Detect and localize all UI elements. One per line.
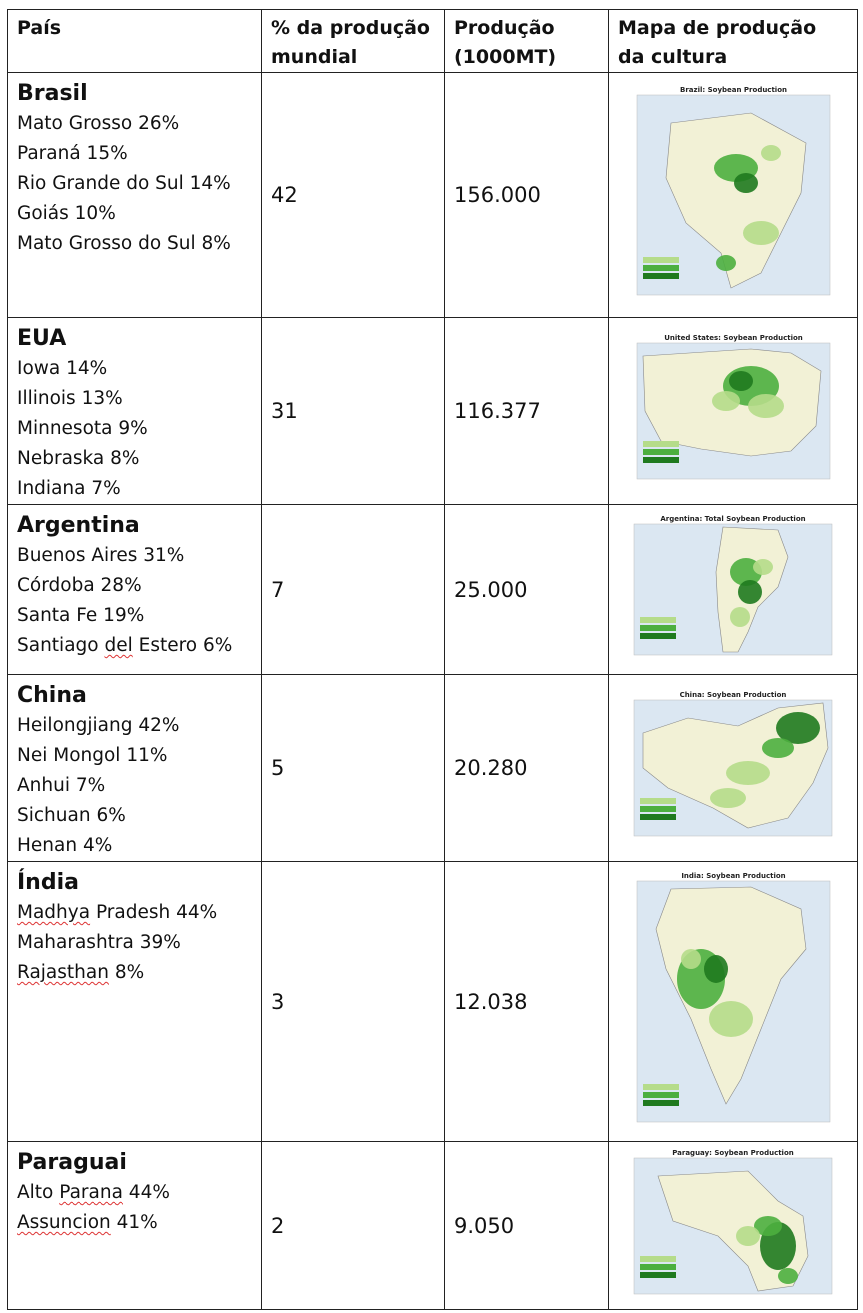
region-item: Rio Grande do Sul 14% xyxy=(17,173,231,194)
region-item: Mato Grosso do Sul 8% xyxy=(17,233,231,254)
region-item: Minnesota 9% xyxy=(17,418,148,439)
header-map: Mapa de produção da cultura xyxy=(608,9,858,73)
header-production: Produção (1000MT) xyxy=(444,9,609,73)
header-share: % da produção mundial xyxy=(261,9,445,73)
table-row: Brasil Mato Grosso 26% Paraná 15% Rio Grand… xyxy=(7,72,858,318)
production-cell: 156.000 xyxy=(444,72,609,318)
world-share-cell: 5 xyxy=(261,674,445,862)
region-item: Nei Mongol 11% xyxy=(17,745,168,766)
map-title: Argentina: Total Soybean Production xyxy=(660,515,805,523)
map-title: Paraguay: Soybean Production xyxy=(672,1149,794,1157)
country-cell: Paraguai Alto Parana 44% Assuncion 41% xyxy=(7,1141,262,1310)
table-row: Argentina Buenos Aires 31% Córdoba 28% Sant… xyxy=(7,504,858,675)
brazil-map: Brazil: Soybean Production xyxy=(608,72,858,318)
country-name: China xyxy=(17,683,87,708)
region-item: Sichuan 6% xyxy=(17,805,126,826)
paraguay-map: Paraguay: Soybean Production xyxy=(608,1141,858,1310)
table-row: Índia Madhya Pradesh 44% Maharashtra 39% Ra… xyxy=(7,861,858,1142)
soy-production-table: País % da produção mundial Produção (100… xyxy=(7,9,858,1310)
region-item: Indiana 7% xyxy=(17,478,121,499)
production-cell: 9.050 xyxy=(444,1141,609,1310)
table-row: EUA Iowa 14% Illinois 13% Minnesota 9% Nebra… xyxy=(7,317,858,505)
world-share-cell: 2 xyxy=(261,1141,445,1310)
country-cell: Índia Madhya Pradesh 44% Maharashtra 39% Ra… xyxy=(7,861,262,1142)
region-item: Santa Fe 19% xyxy=(17,605,145,626)
region-item: Buenos Aires 31% xyxy=(17,545,185,566)
map-title: India: Soybean Production xyxy=(681,872,785,880)
region-item: Anhui 7% xyxy=(17,775,106,796)
region-item: Maharashtra 39% xyxy=(17,932,181,953)
map-title: Brazil: Soybean Production xyxy=(679,86,786,94)
region-item: Alto Parana 44% xyxy=(17,1182,170,1203)
map-title: China: Soybean Production xyxy=(680,691,787,699)
argentina-map: Argentina: Total Soybean Production xyxy=(608,504,858,675)
country-name: Índia xyxy=(17,870,79,895)
region-item: Paraná 15% xyxy=(17,143,128,164)
production-cell: 20.280 xyxy=(444,674,609,862)
map-title: United States: Soybean Production xyxy=(664,334,803,342)
china-map: China: Soybean Production xyxy=(608,674,858,862)
table-row: China Heilongjiang 42% Nei Mongol 11% Anhui… xyxy=(7,674,858,862)
country-name: EUA xyxy=(17,326,67,351)
country-cell: EUA Iowa 14% Illinois 13% Minnesota 9% Nebra… xyxy=(7,317,262,505)
region-item: Rajasthan 8% xyxy=(17,962,145,983)
country-name: Brasil xyxy=(17,81,88,106)
production-cell: 116.377 xyxy=(444,317,609,505)
world-share-cell: 7 xyxy=(261,504,445,675)
header-row: País % da produção mundial Produção (100… xyxy=(7,9,858,73)
world-share-cell: 31 xyxy=(261,317,445,505)
region-item: Córdoba 28% xyxy=(17,575,142,596)
world-share-cell: 3 xyxy=(261,861,445,1142)
india-map: India: Soybean Production xyxy=(608,861,858,1142)
usa-map: United States: Soybean Production xyxy=(608,317,858,505)
region-item: Iowa 14% xyxy=(17,358,108,379)
header-country: País xyxy=(7,9,262,73)
region-item: Goiás 10% xyxy=(17,203,116,224)
region-item: Madhya Pradesh 44% xyxy=(17,902,218,923)
country-name: Argentina xyxy=(17,513,140,538)
region-item: Nebraska 8% xyxy=(17,448,140,469)
region-item: Assuncion 41% xyxy=(17,1212,158,1233)
region-item: Mato Grosso 26% xyxy=(17,113,180,134)
country-cell: Brasil Mato Grosso 26% Paraná 15% Rio Grand… xyxy=(7,72,262,318)
region-item: Heilongjiang 42% xyxy=(17,715,180,736)
region-item: Santiago del Estero 6% xyxy=(17,635,233,656)
country-cell: Argentina Buenos Aires 31% Córdoba 28% Sant… xyxy=(7,504,262,675)
country-cell: China Heilongjiang 42% Nei Mongol 11% Anhui… xyxy=(7,674,262,862)
country-name: Paraguai xyxy=(17,1150,127,1175)
table-row: Paraguai Alto Parana 44% Assuncion 41% 2 9.0… xyxy=(7,1141,858,1310)
region-item: Illinois 13% xyxy=(17,388,123,409)
production-cell: 12.038 xyxy=(444,861,609,1142)
production-cell: 25.000 xyxy=(444,504,609,675)
region-item: Henan 4% xyxy=(17,835,113,856)
world-share-cell: 42 xyxy=(261,72,445,318)
